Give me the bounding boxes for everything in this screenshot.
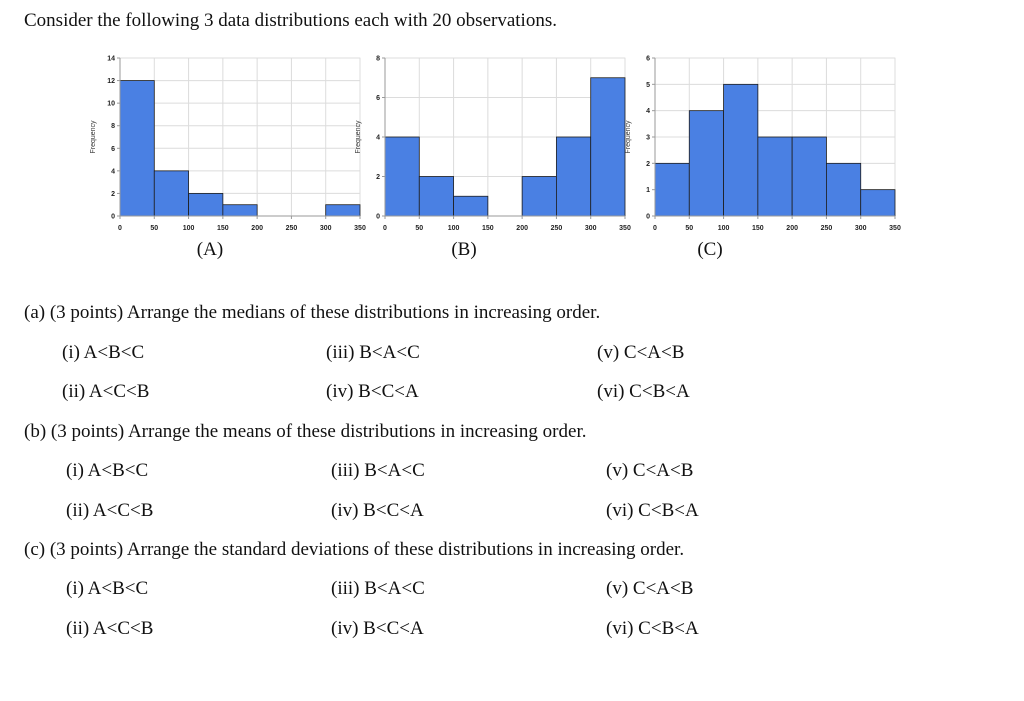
bar-c-3: [757, 136, 793, 217]
ytick-label-c-3: 3: [646, 135, 650, 142]
xtick-label-b-0: 0: [383, 225, 387, 232]
ytick-label-b-3: 6: [376, 95, 380, 102]
q-b-option-v: (v) C<A<B: [606, 460, 694, 481]
histogram-a: 0 2 4 6 8 10 12 14 0 50 100 150 200 250 300 350 Frequenc…: [80, 48, 370, 240]
xtick-label-a-3: 150: [217, 225, 229, 232]
q-c-option-v: (v) C<A<B: [606, 578, 694, 599]
ytick-label-a-2: 4: [111, 168, 115, 175]
caption-c: (C): [697, 239, 723, 260]
ytick-label-c-0: 0: [646, 214, 650, 221]
q-b-option-iv: (iv) B<C<A: [331, 500, 424, 521]
xtick-label-a-0: 0: [118, 225, 122, 232]
bar-a-3: [222, 204, 258, 217]
xtick-label-c-1: 50: [685, 225, 693, 232]
ytick-label-c-5: 5: [646, 82, 650, 89]
q-c-option-vi: (vi) C<B<A: [606, 618, 699, 639]
intro-text: Consider the following 3 data distributi…: [24, 10, 557, 31]
question-a: (a) (3 points) Arrange the medians of th…: [24, 302, 601, 323]
q-c-option-iii: (iii) B<A<C: [331, 578, 425, 599]
histogram-c: 0 1 2 3 4 5 6 0 50 100 150 200 250 300 350 Frequency: [615, 48, 905, 240]
xtick-label-a-4: 200: [251, 225, 263, 232]
q-c-option-iv: (iv) B<C<A: [331, 618, 424, 639]
q-b-option-i: (i) A<B<C: [66, 460, 149, 481]
ytick-label-c-2: 2: [646, 161, 650, 168]
q-a-option-v: (v) C<A<B: [597, 342, 685, 363]
caption-a: (A): [196, 239, 224, 260]
bar-a-1: [153, 170, 189, 217]
ytick-label-b-0: 0: [376, 214, 380, 221]
ytick-label-a-6: 12: [107, 78, 115, 85]
ytick-label-b-4: 8: [376, 56, 380, 63]
question-c: (c) (3 points) Arrange the standard devi…: [24, 539, 685, 560]
q-c-option-ii: (ii) A<C<B: [66, 618, 154, 639]
bar-c-2: [723, 83, 759, 217]
ytick-label-b-1: 2: [376, 174, 380, 181]
ytick-label-b-2: 4: [376, 135, 380, 142]
xtick-label-b-5: 250: [551, 225, 563, 232]
ytick-label-a-7: 14: [107, 56, 115, 63]
xtick-label-b-7: 350: [619, 225, 631, 232]
bar-a-0: [119, 80, 155, 217]
xtick-label-b-4: 200: [516, 225, 528, 232]
bar-b-6: [590, 77, 626, 217]
q-b-option-iii: (iii) B<A<C: [331, 460, 425, 481]
bar-c-6: [860, 189, 896, 217]
xtick-label-c-0: 0: [653, 225, 657, 232]
bar-b-0: [384, 136, 420, 217]
bar-b-4: [521, 176, 557, 217]
bar-c-4: [791, 136, 827, 217]
ytick-label-a-1: 2: [111, 191, 115, 198]
xtick-label-a-2: 100: [183, 225, 195, 232]
ylabel-a: Frequency: [90, 120, 97, 154]
xtick-label-b-1: 50: [415, 225, 423, 232]
xtick-label-c-2: 100: [718, 225, 730, 232]
bar-c-5: [826, 162, 862, 217]
bar-b-5: [556, 136, 592, 217]
xtick-label-c-7: 350: [889, 225, 901, 232]
histogram-a-svg: 0 2 4 6 8 10 12 14 0 50 100 150 200 250 300 350 Frequenc…: [90, 56, 366, 233]
ytick-label-c-6: 6: [646, 56, 650, 63]
xtick-label-c-4: 200: [786, 225, 798, 232]
q-c-option-i: (i) A<B<C: [66, 578, 149, 599]
bar-c-1: [688, 110, 724, 217]
q-a-option-vi: (vi) C<B<A: [597, 381, 690, 402]
ytick-label-a-0: 0: [111, 214, 115, 221]
xtick-label-a-1: 50: [150, 225, 158, 232]
xtick-label-a-5: 250: [286, 225, 298, 232]
bar-a-2: [188, 193, 224, 217]
histogram-b-svg: 0 2 4 6 8 0 50 100 150 200 250 300 350 Frequency: [355, 56, 631, 233]
bar-b-1: [418, 176, 454, 217]
q-b-option-vi: (vi) C<B<A: [606, 500, 699, 521]
xtick-label-b-3: 150: [482, 225, 494, 232]
histogram-b: 0 2 4 6 8 0 50 100 150 200 250 300 350 Frequency: [345, 48, 635, 240]
ylabel-c: Frequency: [625, 120, 632, 154]
xtick-label-c-3: 150: [752, 225, 764, 232]
q-b-option-ii: (ii) A<C<B: [66, 500, 154, 521]
q-a-option-iii: (iii) B<A<C: [326, 342, 420, 363]
xtick-label-b-6: 300: [585, 225, 597, 232]
ytick-label-a-3: 6: [111, 146, 115, 153]
xtick-label-a-7: 350: [354, 225, 366, 232]
q-a-option-i: (i) A<B<C: [62, 342, 145, 363]
ytick-label-a-5: 10: [107, 101, 115, 108]
q-a-option-ii: (ii) A<C<B: [62, 381, 150, 402]
xtick-label-b-2: 100: [448, 225, 460, 232]
caption-b: (B): [451, 239, 477, 260]
bar-b-2: [453, 195, 489, 217]
ylabel-b: Frequency: [355, 120, 362, 154]
xtick-label-c-6: 300: [855, 225, 867, 232]
q-a-option-iv: (iv) B<C<A: [326, 381, 419, 402]
ytick-label-c-1: 1: [646, 187, 650, 194]
ytick-label-a-4: 8: [111, 123, 115, 130]
xtick-label-a-6: 300: [320, 225, 332, 232]
histogram-c-svg: 0 1 2 3 4 5 6 0 50 100 150 200 250 300 350 Frequency: [625, 56, 901, 233]
bar-c-0: [654, 162, 690, 217]
question-b: (b) (3 points) Arrange the means of thes…: [24, 421, 587, 442]
xtick-label-c-5: 250: [821, 225, 833, 232]
ytick-label-c-4: 4: [646, 108, 650, 115]
